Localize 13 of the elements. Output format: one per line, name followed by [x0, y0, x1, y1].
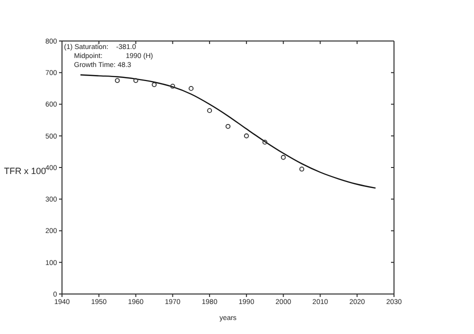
point [207, 108, 212, 114]
line-series [80, 74, 376, 189]
point [170, 84, 176, 89]
point [244, 133, 249, 138]
y-axis-title: TFR x 100 [4, 166, 46, 176]
point [280, 154, 286, 160]
point [188, 86, 194, 91]
point [262, 140, 268, 145]
point [133, 78, 138, 83]
point [299, 166, 304, 172]
point [152, 82, 157, 88]
point [226, 124, 230, 129]
point [114, 78, 120, 83]
